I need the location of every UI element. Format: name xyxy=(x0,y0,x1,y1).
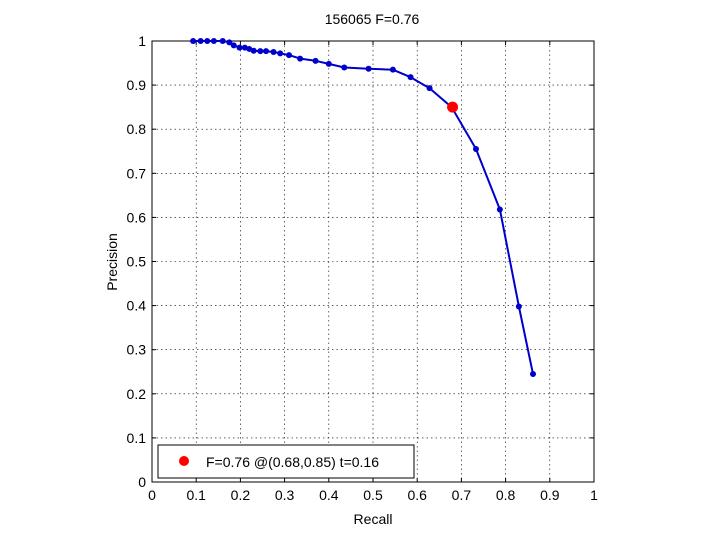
y-tick-label: 0.8 xyxy=(127,121,147,137)
x-tick-label: 0.5 xyxy=(363,487,383,503)
data-point xyxy=(219,38,226,44)
data-point xyxy=(230,42,237,49)
data-point xyxy=(312,57,319,64)
x-tick-label: 0 xyxy=(148,487,156,503)
data-point xyxy=(426,85,433,92)
data-point xyxy=(472,146,479,153)
y-tick-label: 0.1 xyxy=(127,430,147,446)
data-point xyxy=(286,52,293,59)
best-f-marker xyxy=(447,101,459,113)
data-point xyxy=(496,206,503,213)
grid-lines xyxy=(152,41,594,482)
data-point xyxy=(530,370,537,377)
data-point xyxy=(270,49,277,56)
y-tick-label: 0 xyxy=(138,474,146,490)
x-tick-label: 0.4 xyxy=(319,487,339,503)
series-layer xyxy=(190,38,537,377)
data-point xyxy=(407,74,414,81)
x-tick-label: 1 xyxy=(590,487,598,503)
legend-marker xyxy=(179,456,189,466)
data-point xyxy=(190,38,197,44)
legend: F=0.76 @(0.68,0.85) t=0.16 xyxy=(157,444,415,479)
chart-title: 156065 F=0.76 xyxy=(325,11,420,27)
marker-layer xyxy=(447,101,459,113)
y-tick-label: 0.3 xyxy=(127,342,147,358)
data-point xyxy=(365,65,372,72)
series-line xyxy=(193,40,534,375)
y-tick-label: 0.2 xyxy=(127,386,147,402)
legend-entry-text: F=0.76 @(0.68,0.85) t=0.16 xyxy=(206,454,379,470)
data-point xyxy=(263,48,270,55)
x-tick-label: 0.9 xyxy=(540,487,560,503)
y-tick-label: 1 xyxy=(138,33,146,49)
x-tick-label: 0.3 xyxy=(275,487,295,503)
data-point xyxy=(226,39,233,46)
data-point xyxy=(515,303,522,310)
data-point xyxy=(325,60,332,67)
x-tick-label: 0.1 xyxy=(186,487,206,503)
data-point xyxy=(389,66,396,73)
data-point xyxy=(236,44,243,51)
x-tick-label: 0.2 xyxy=(231,487,251,503)
y-axis-label: Precision xyxy=(104,233,120,291)
data-point xyxy=(277,50,284,57)
data-point xyxy=(257,48,264,55)
legend-box xyxy=(157,444,415,479)
x-tick-label: 0.7 xyxy=(452,487,472,503)
x-tick-label: 0.8 xyxy=(496,487,516,503)
data-point xyxy=(197,38,204,44)
data-point xyxy=(297,55,304,62)
y-tick-label: 0.9 xyxy=(127,77,147,93)
y-tick-label: 0.7 xyxy=(127,165,147,181)
data-point xyxy=(341,64,348,71)
axis-ticks: 0 0.1 0.2 0.3 0.4 0.5 0.6 0.7 0.8 0.9 1 0 0.1 0.2 0.3 0… xyxy=(127,33,599,503)
data-point xyxy=(250,47,257,54)
y-tick-label: 0.6 xyxy=(127,209,147,225)
data-point xyxy=(204,38,211,44)
data-point xyxy=(210,38,217,44)
y-tick-label: 0.5 xyxy=(127,254,147,270)
x-tick-label: 0.6 xyxy=(407,487,427,503)
x-axis-label: Recall xyxy=(354,511,393,527)
y-tick-label: 0.4 xyxy=(127,298,147,314)
